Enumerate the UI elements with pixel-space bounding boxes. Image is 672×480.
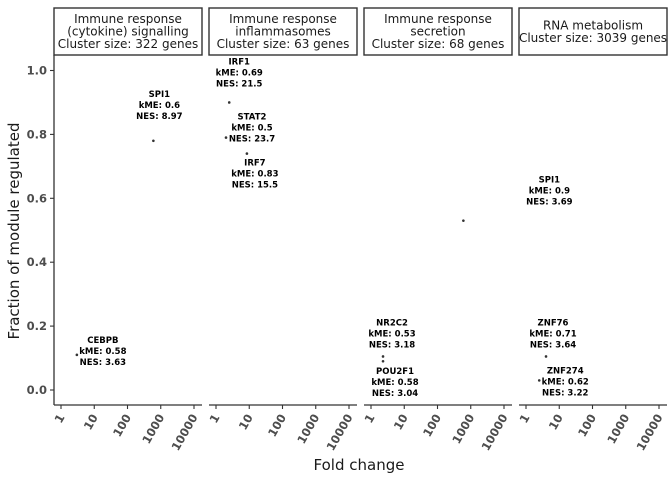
point-label-kme: kME: 0.71 [529,329,576,339]
point-label-gene: IRF1 [229,57,251,67]
point-label-gene: SPI1 [149,90,171,100]
data-point [381,355,385,358]
facet-strip [208,7,358,56]
x-tick-label: 10000 [168,412,200,454]
x-tick-label: 1000 [604,412,632,447]
facet-strip-label: Cluster size: 63 genes [217,37,350,51]
point-label-kme: kME: 0.69 [216,68,263,78]
point-label-kme: kME: 0.58 [371,378,418,388]
x-tick-label: 10000 [323,412,355,454]
point-label-nes: NES: 3.22 [542,388,588,398]
point-label-kme: kME: 0.6 [139,101,180,111]
x-tick-label: 1000 [449,412,477,447]
x-tick-label: 1000 [294,412,322,447]
x-tick-label: 1 [206,412,222,426]
y-tick-label: 1.0 [27,64,47,78]
y-tick-label: 0.6 [27,191,47,205]
facet-strip-label: Immune response [384,12,492,26]
facet-panel: Immune response(cytokine) signallingClus… [51,7,203,454]
x-tick-label: 10 [546,412,566,433]
y-tick-label: 0.8 [27,127,47,141]
data-point [152,139,155,143]
x-tick-label: 10 [81,412,101,433]
x-tick-label: 1 [516,412,532,426]
x-axis-title: Fold change [314,456,405,474]
facet-strip-label: secretion [410,25,465,39]
point-label-kme: kME: 0.9 [529,187,570,197]
data-point [224,136,228,139]
x-tick-label: 1000 [139,412,167,447]
point-label-nes: NES: 3.04 [372,389,418,399]
point-label-kme: kME: 0.53 [368,329,415,339]
x-tick-label: 10000 [633,412,665,454]
point-label-nes: NES: 3.63 [80,358,126,368]
facet-strip-label: Cluster size: 3039 genes [519,31,667,45]
data-point [537,379,541,382]
facet-strip-label: Immune response [229,12,337,26]
x-tick-label: 10 [391,412,411,433]
facet-strip-label: (cytokine) signalling [67,25,189,39]
y-axis: 0.0 0.2 0.4 0.6 0.8 1.0 [27,55,55,405]
x-tick-label: 100 [265,412,289,440]
data-point [227,101,231,104]
facet-strip-label: Immune response [74,12,182,26]
y-axis-title: Fraction of module regulated [5,123,23,340]
point-label-gene: CEBPB [87,336,118,346]
facet-strip [518,7,668,56]
point-label-nes: NES: 8.97 [136,112,182,122]
data-point [381,359,385,363]
point-label-kme: kME: 0.83 [231,170,278,180]
point-label-gene: ZNF76 [538,318,569,328]
data-point [75,353,79,357]
x-tick-label: 10 [236,412,256,433]
point-label-nes: NES: 3.69 [526,198,572,208]
y-tick-label: 0.2 [27,319,47,333]
point-label-nes: NES: 21.5 [216,79,262,89]
x-tick-label: 100 [110,412,134,440]
x-tick-label: 1 [361,412,377,426]
point-label-gene: SPI1 [539,176,561,186]
x-tick-label: 100 [420,412,444,440]
point-label-kme: kME: 0.58 [79,347,126,357]
point-label-gene: STAT2 [238,113,267,123]
point-label-nes: NES: 23.7 [229,135,275,145]
point-label-kme: kME: 0.62 [542,377,589,387]
data-point [462,219,465,222]
facet-strip-label: Cluster size: 322 genes [58,37,199,51]
point-label-gene: IRF7 [244,159,266,169]
x-tick-label: 10000 [478,412,510,454]
x-tick-label: 100 [575,412,599,440]
data-point [544,355,548,358]
data-point [245,152,249,155]
facet-strip-label: inflammasomes [235,25,331,39]
point-label-nes: NES: 15.5 [232,181,278,191]
panels-layer: Immune response(cytokine) signallingClus… [51,7,668,454]
facet-strip-label: RNA metabolism [543,18,643,32]
point-label-gene: ZNF274 [547,366,584,376]
point-label-nes: NES: 3.18 [369,340,415,350]
point-label-gene: NR2C2 [376,318,408,328]
x-tick-label: 1 [51,412,67,426]
facet-strip [363,7,513,56]
facet-strip-label: Cluster size: 68 genes [372,37,505,51]
facet-strip [53,7,203,56]
point-label-gene: POU2F1 [376,367,414,377]
y-tick-label: 0.4 [27,255,47,269]
point-label-nes: NES: 3.64 [530,340,576,350]
y-tick-label: 0.0 [27,383,47,397]
point-label-kme: kME: 0.5 [231,124,272,134]
